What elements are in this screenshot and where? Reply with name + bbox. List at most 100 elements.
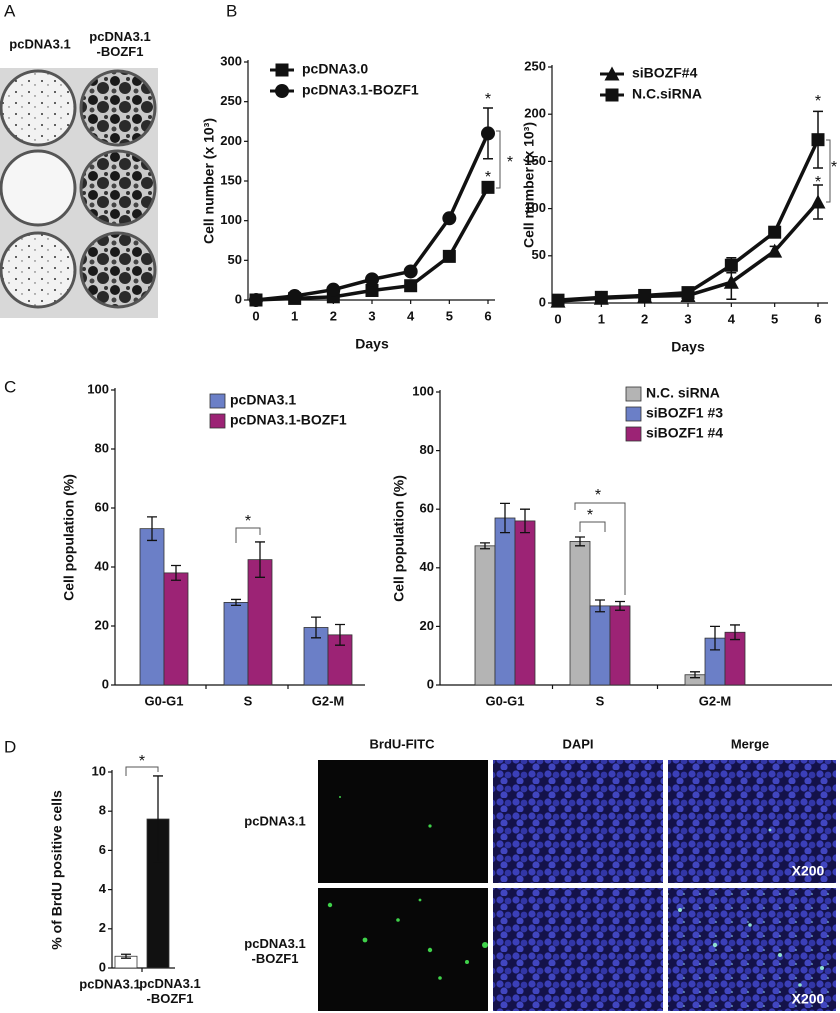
micrograph [493,888,663,1011]
legend-label: pcDNA3.0 [302,61,368,77]
text-line: -BOZF1 [147,991,194,1006]
bar [247,559,273,686]
panel-label: A [4,1,16,20]
magnification: X200 [792,991,825,1007]
error-bar [255,541,265,578]
x-tick-label: 6 [484,308,491,323]
significance-star: * [485,169,491,186]
x-tick-label: G2-M [312,693,345,708]
row-label: pcDNA3.1 -BOZF1 [244,936,305,966]
fitc-spots [327,796,488,980]
x-tick-label: G0-G1 [485,693,524,708]
y-axis-label: Cell number (x 10³) [521,122,537,248]
legend-marker [605,88,619,102]
chart: 0 50 100 150 200 250 300 Cell number (x 10³) 0 1 2… [201,53,513,351]
y-axis-label: Cell number (x 10³) [201,118,217,244]
y-tick-label: 2 [99,920,106,935]
error-bar [575,536,585,547]
bar [474,545,496,686]
significance-bracket [826,139,831,203]
text-line: pcDNA3.1 [244,936,305,951]
significance-bracket [235,527,261,543]
legend-label: pcDNA3.1-BOZF1 [302,82,419,98]
x-tick-label: 5 [771,311,778,326]
x-axis-label: Days [671,339,705,355]
y-tick-label: 200 [220,133,242,148]
error-bar [153,775,163,863]
error-bar [710,625,720,651]
bar [163,572,189,686]
bar [139,528,165,686]
y-tick-label: 4 [99,881,107,896]
legend-swatch [625,406,642,422]
significance-star: * [595,487,601,504]
dish [0,231,77,309]
marker [404,279,418,293]
y-tick-label: 80 [95,440,109,455]
y-tick-label: 20 [420,618,434,633]
y-tick-label: 100 [524,200,546,215]
legend-swatch [625,386,642,402]
legend-label: siBOZF1 #4 [646,425,723,441]
marker [442,211,457,226]
column-header: Merge [731,736,769,751]
x-axis-label: Days [355,336,389,352]
y-tick-label: 200 [524,106,546,121]
x-tick-label: pcDNA3.1 -BOZF1 [139,976,200,1006]
dishes [0,68,158,318]
micrograph [318,760,488,883]
bar [514,520,536,686]
error-bar [147,516,157,542]
marker [481,126,495,141]
marker [481,180,495,194]
marker [551,293,565,307]
micrographs [318,760,836,1011]
y-axis-label: % of BrdU positive cells [49,790,65,950]
chart: 0 50 100 150 200 250 Cell number (x 10³) 0 1 2 3 4 5… [521,58,837,354]
legend-label: siBOZF1 #3 [646,405,723,421]
y-tick-label: 0 [427,676,434,691]
y-tick-label: 10 [92,763,106,778]
bar [609,605,631,686]
significance-star: * [507,154,513,171]
significance-star: * [587,507,593,524]
marker [365,283,379,297]
column-header: BrdU-FITC [370,736,436,751]
x-tick-label: 3 [684,311,691,326]
y-axis-label: Cell population (%) [61,474,77,601]
marker [403,264,418,279]
y-tick-label: 100 [412,383,434,398]
significance-star: * [245,513,251,530]
legend-label: siBOZF#4 [632,65,698,81]
y-tick-label: 60 [95,499,109,514]
x-tick-label: G0-G1 [144,693,183,708]
error-bar [231,598,241,606]
bar [589,605,611,686]
marker [326,282,341,297]
error-bar [595,599,605,613]
legend-marker [604,66,620,81]
y-tick-label: 100 [220,212,242,227]
x-tick-label: 1 [291,308,298,323]
significance-bracket [496,130,501,189]
marker [638,288,652,302]
column-header: DAPI [562,736,593,751]
panel-label: C [4,377,16,396]
marker [249,293,263,307]
text-line: pcDNA3.1 [139,976,200,991]
x-tick-label: 4 [407,308,415,323]
text-line: -BOZF1 [97,44,144,59]
panel-label: D [4,737,16,756]
dish [0,69,77,147]
micrograph [668,760,836,883]
marker [287,289,302,304]
y-tick-label: 40 [420,559,434,574]
y-tick-label: 250 [220,93,242,108]
marker [811,133,825,147]
error-bar [615,600,625,611]
error-bar [311,616,321,639]
legend-swatch [625,426,642,442]
column-header: pcDNA3.1 [9,36,70,51]
text-line: pcDNA3.1 [89,29,150,44]
